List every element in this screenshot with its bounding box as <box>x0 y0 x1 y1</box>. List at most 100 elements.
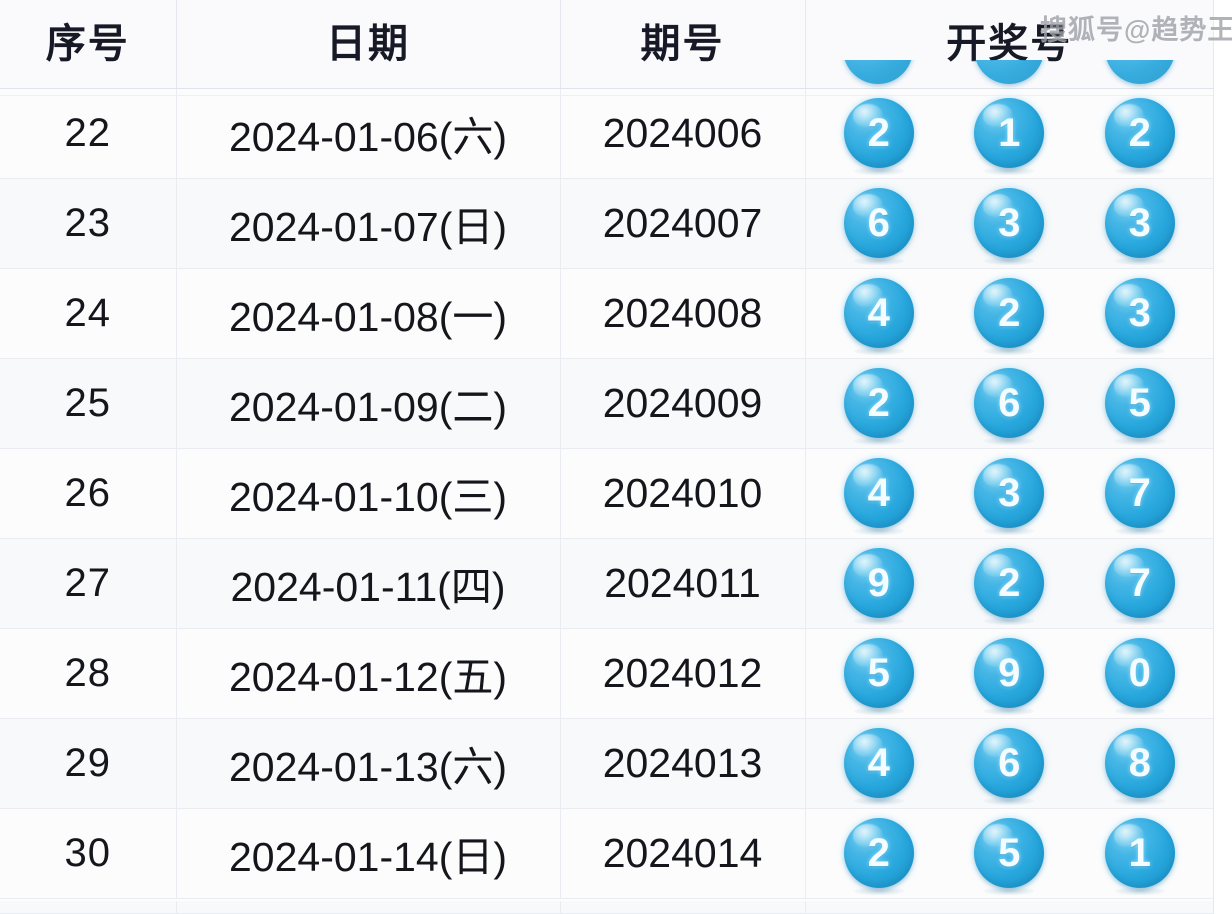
table-row[interactable]: 24 2024-01-08(一) 2024008 4 2 3 <box>0 268 1214 359</box>
cell-date-text: 2024-01-11(四) <box>230 564 506 610</box>
cell-issue-text: 2024013 <box>602 739 763 786</box>
cell-sequence: 30 <box>0 808 177 899</box>
cell-date: 2024-01-12(五) <box>176 628 561 719</box>
cell-date-text: 2024-01-13(六) <box>228 744 508 790</box>
cell-date-text: 2024-01-14(日) <box>228 834 508 880</box>
cell-issue-text: 2024012 <box>602 649 763 696</box>
table-row[interactable]: 26 2024-01-10(三) 2024010 4 3 7 <box>0 448 1213 539</box>
lottery-ball: 7 <box>1104 458 1175 528</box>
cell-date-text: 2024-01-12(五) <box>228 654 508 700</box>
cell-sequence-text: 30 <box>64 830 111 875</box>
cell-issue-text: 2024009 <box>602 379 763 426</box>
table-row[interactable]: 27 2024-01-11(四) 2024011 9 2 7 <box>0 538 1214 629</box>
table-row[interactable]: 29 2024-01-13(六) 2024013 4 6 8 <box>0 718 1213 809</box>
table-row[interactable]: 23 2024-01-07(日) 2024007 6 3 3 <box>0 178 1214 269</box>
cell-date: 2024-01-08(一) <box>176 268 561 359</box>
table-row[interactable]: 22 2024-01-06(六) 2024006 2 1 2 <box>0 88 1214 179</box>
ball-strip: 2 6 5 <box>806 359 1214 448</box>
cell-date: 2024-01-09(二) <box>176 358 561 449</box>
lottery-ball-number: 3 <box>998 201 1021 245</box>
ball-strip: 9 2 7 <box>806 539 1214 628</box>
cell-sequence: 28 <box>0 628 177 719</box>
cell-date: 2024-01-10(三) <box>176 448 561 539</box>
lottery-ball-number: 2 <box>1128 111 1151 155</box>
cell-sequence-text: 29 <box>64 740 111 785</box>
lottery-ball: 3 <box>1104 278 1175 348</box>
cell-issue: 2024012 <box>560 628 806 719</box>
cell-sequence: 26 <box>0 448 177 539</box>
cell-sequence: 24 <box>0 268 177 359</box>
lottery-ball-number: 2 <box>998 561 1021 605</box>
lottery-ball-number: 1 <box>1128 831 1151 875</box>
lottery-results-table: 序号 日期 期号 开奖号 22 2024-01-06(六) 2024006 2 1 2 23… <box>0 0 1213 899</box>
lottery-ball: 1 <box>974 98 1045 168</box>
ball-strip: 5 9 0 <box>806 629 1214 718</box>
lottery-ball: 1 <box>1104 818 1175 888</box>
lottery-ball-number: 0 <box>1128 651 1151 695</box>
table-row[interactable]: 30 2024-01-14(日) 2024014 2 5 1 <box>0 808 1213 899</box>
cell-draw-numbers: 2 6 5 <box>805 358 1214 449</box>
cell-date: 2024-01-14(日) <box>176 808 561 899</box>
cell-draw-numbers: 6 3 3 <box>805 178 1214 269</box>
lottery-ball-number: 7 <box>1128 471 1151 515</box>
lottery-ball-number: 2 <box>867 831 890 875</box>
lottery-ball: 6 <box>974 368 1045 438</box>
cell-draw-numbers: 9 2 7 <box>805 538 1214 629</box>
cell-issue: 2024010 <box>560 448 806 539</box>
cell-date: 2024-01-06(六) <box>176 88 561 179</box>
lottery-ball: 2 <box>974 548 1045 618</box>
lottery-ball: 2 <box>1104 98 1175 168</box>
cell-issue-text: 2024011 <box>604 559 761 606</box>
cell-draw-numbers: 4 2 3 <box>805 268 1214 359</box>
lottery-ball: 4 <box>843 278 914 348</box>
cell-sequence: 25 <box>0 358 177 449</box>
table-header-row: 序号 日期 期号 开奖号 <box>0 0 1213 89</box>
ball-strip: 4 2 3 <box>806 269 1214 358</box>
column-header-sequence: 序号 <box>0 0 177 89</box>
cell-sequence-text: 26 <box>64 470 111 515</box>
cell-issue: 2024007 <box>560 178 806 269</box>
cell-issue-text: 2024006 <box>602 109 763 156</box>
column-header-issue: 期号 <box>560 0 806 89</box>
lottery-ball-number: 7 <box>1128 561 1151 605</box>
lottery-ball: 2 <box>843 98 914 168</box>
cell-date: 2024-01-11(四) <box>176 538 561 629</box>
lottery-ball: 9 <box>843 548 914 618</box>
table-row[interactable]: 28 2024-01-12(五) 2024012 5 9 0 <box>0 628 1214 719</box>
cell-sequence-text: 25 <box>64 380 111 425</box>
cell-date: 2024-01-13(六) <box>176 718 561 809</box>
cell-draw-numbers: 4 3 7 <box>805 448 1213 539</box>
cell-date-text: 2024-01-06(六) <box>228 114 508 160</box>
lottery-ball-number: 4 <box>867 291 890 335</box>
lottery-ball-number: 4 <box>867 471 890 515</box>
cell-draw-numbers: 4 6 8 <box>805 718 1213 809</box>
ball-strip: 2 1 2 <box>806 89 1214 178</box>
cell-sequence-text: 23 <box>64 200 111 245</box>
lottery-ball: 6 <box>974 728 1045 798</box>
lottery-ball: 3 <box>974 458 1045 528</box>
cell-date-text: 2024-01-10(三) <box>228 474 508 520</box>
cell-issue: 2024008 <box>560 268 806 359</box>
cell-issue-text: 2024014 <box>602 829 763 876</box>
table-row[interactable]: 25 2024-01-09(二) 2024009 2 6 5 <box>0 358 1214 449</box>
cell-sequence-text: 28 <box>64 650 111 695</box>
cell-date-text: 2024-01-07(日) <box>228 204 508 250</box>
lottery-ball: 2 <box>843 818 914 888</box>
cell-sequence: 23 <box>0 178 177 269</box>
lottery-ball: 9 <box>974 638 1045 708</box>
ball-strip: 6 3 3 <box>806 179 1214 268</box>
cell-sequence: 22 <box>0 88 177 179</box>
cell-issue: 2024013 <box>560 718 806 809</box>
cell-issue-text: 2024007 <box>602 199 763 246</box>
lottery-ball-number: 8 <box>1128 741 1151 785</box>
lottery-ball: 7 <box>1104 548 1175 618</box>
lottery-ball-number: 4 <box>867 741 890 785</box>
cell-issue-text: 2024010 <box>602 469 763 516</box>
lottery-ball-number: 3 <box>1128 291 1151 335</box>
clipped-next-row <box>0 901 1213 914</box>
cell-sequence-text: 22 <box>64 110 111 155</box>
cell-sequence: 27 <box>0 538 177 629</box>
column-header-date: 日期 <box>176 0 561 89</box>
lottery-ball-number: 6 <box>998 381 1021 425</box>
